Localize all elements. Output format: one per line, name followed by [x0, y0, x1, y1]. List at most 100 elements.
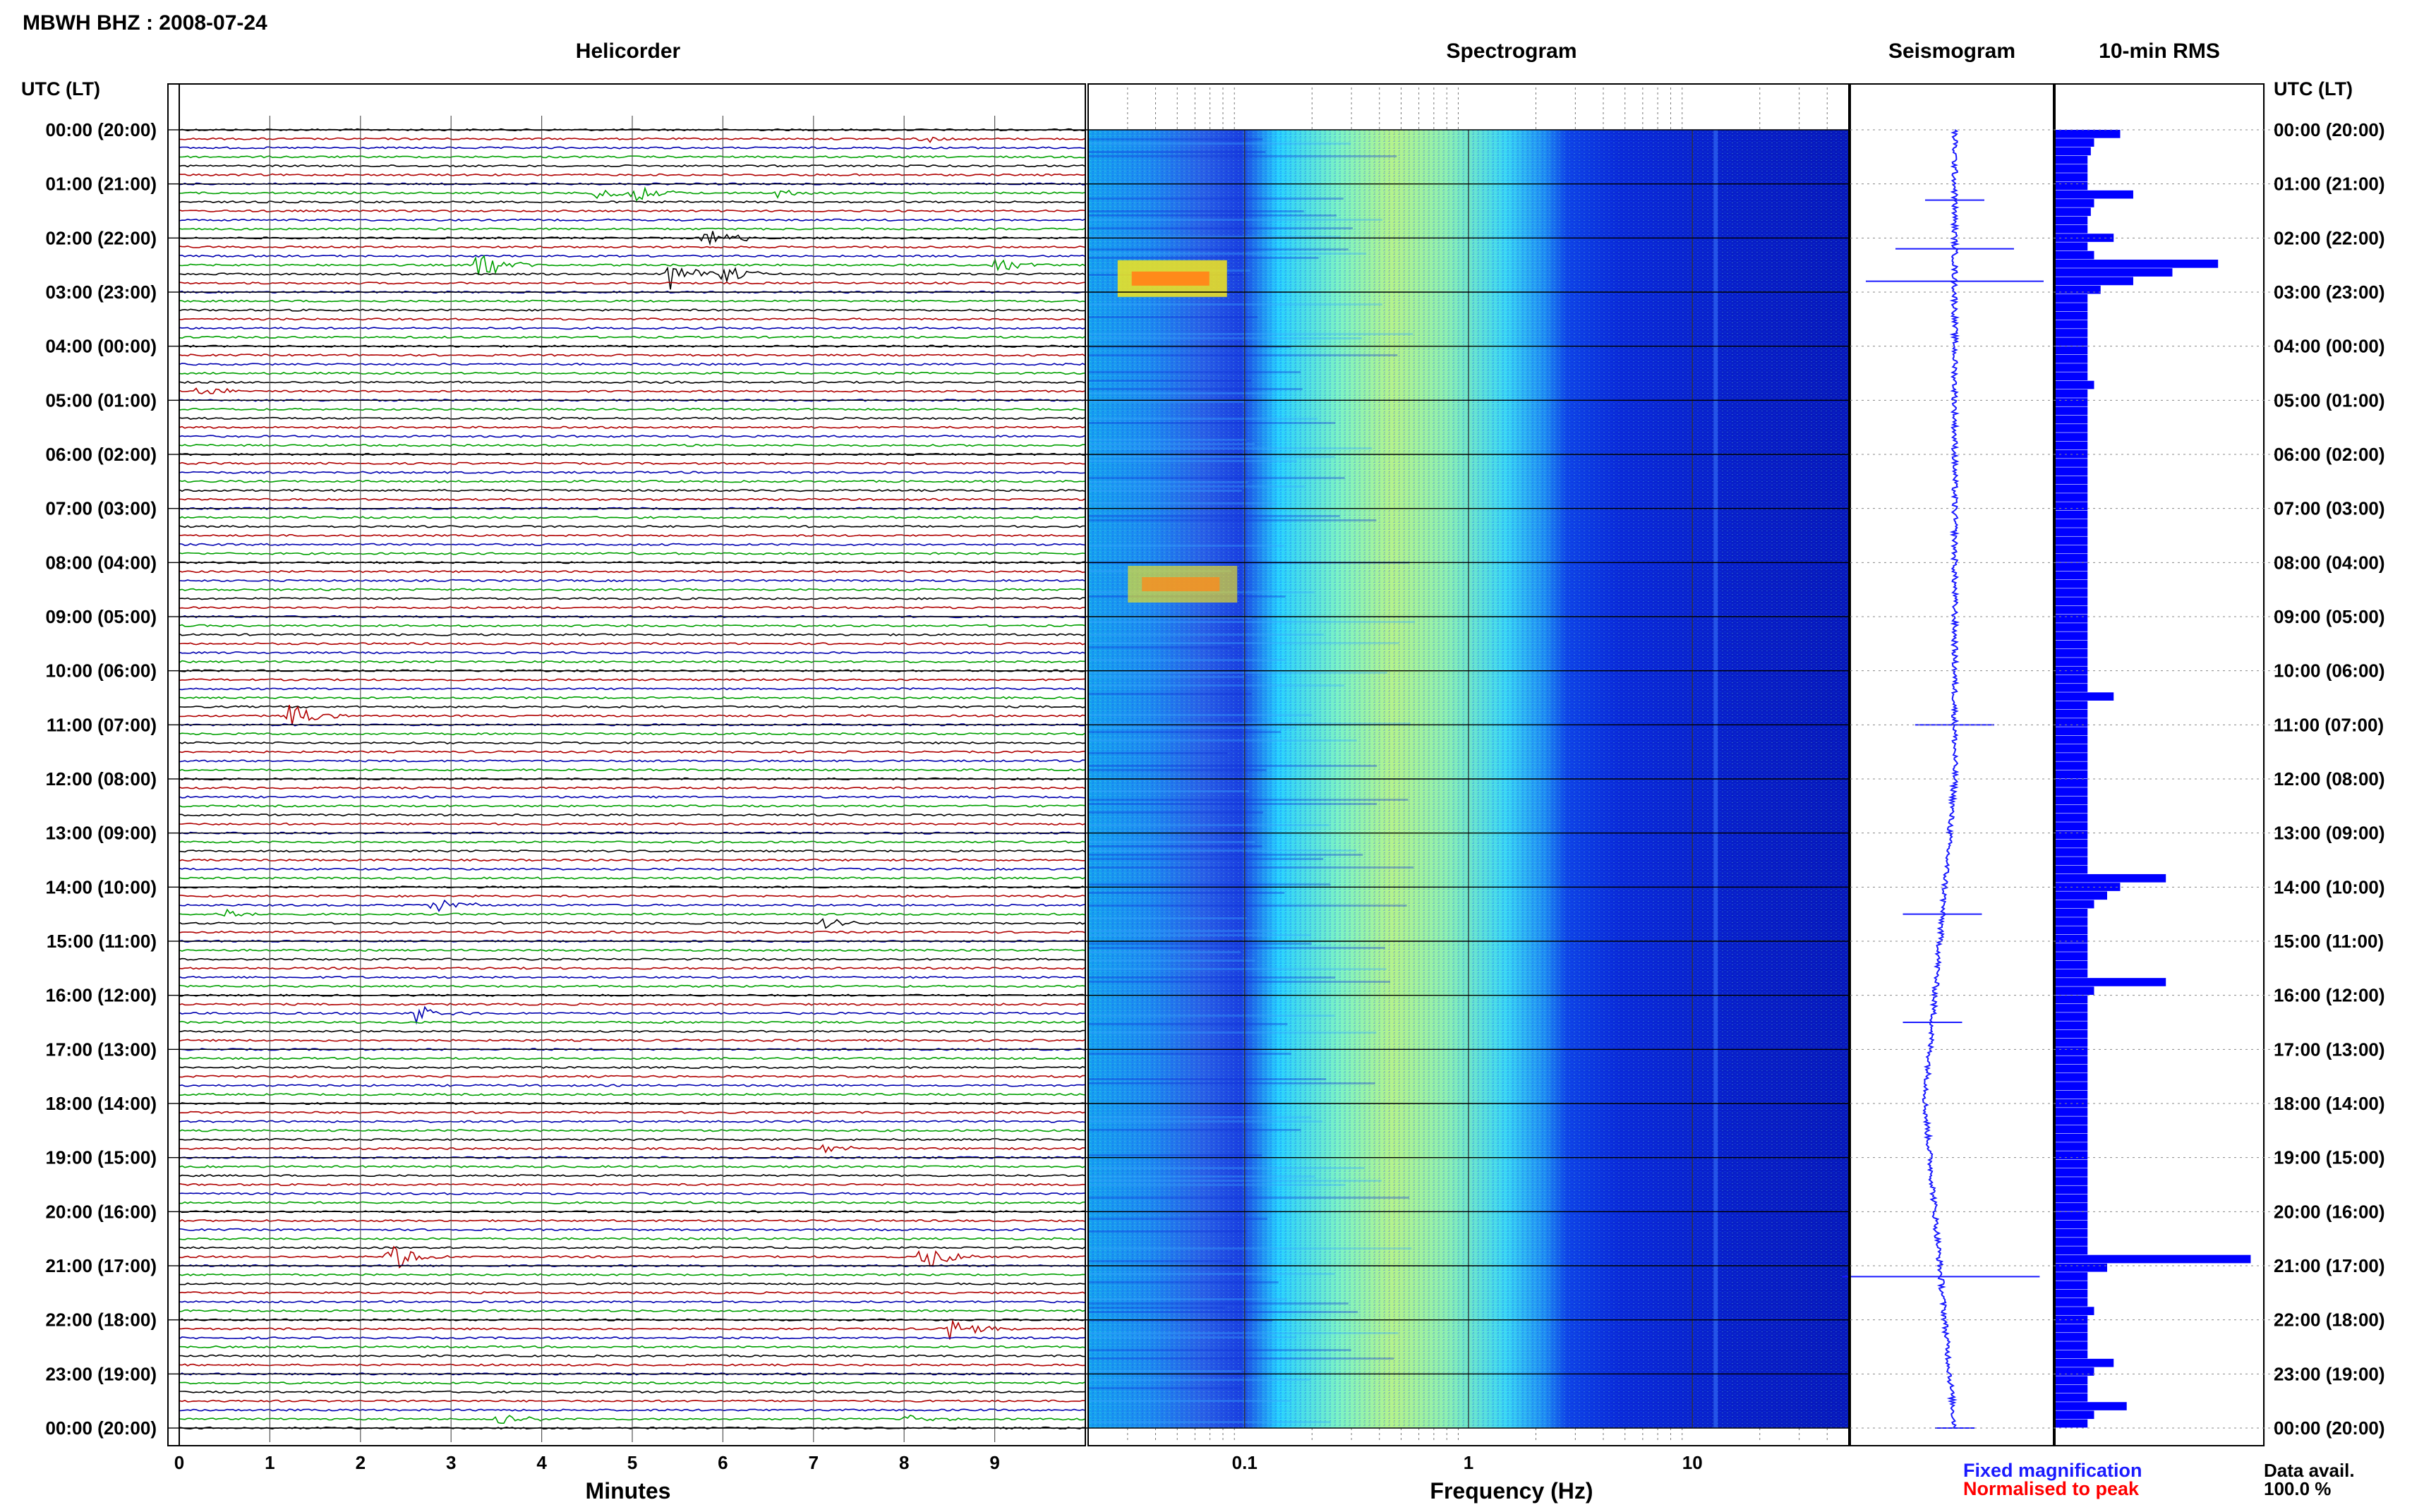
rms-bar: [2055, 718, 2087, 727]
spectrogram-stripe: [1088, 401, 1246, 403]
rms-bar: [2055, 684, 2087, 692]
rms-bar: [2055, 658, 2087, 666]
spectrogram-stripe: [1088, 676, 1245, 678]
spectrogram-stripe: [1088, 1078, 1326, 1080]
time-label-left: 12:00 (08:00): [45, 768, 157, 790]
spectrogram-stripe: [1088, 443, 1255, 445]
spectrogram-stripe: [1088, 1197, 1409, 1199]
spectrogram-stripe: [1088, 917, 1247, 919]
spectrogram-stripe: [1088, 1167, 1364, 1169]
time-label-right: 02:00 (22:00): [2274, 227, 2385, 248]
spectrogram-stripe: [1088, 1053, 1291, 1055]
rms-bar: [2055, 710, 2087, 718]
rms-bar: [2055, 996, 2087, 1004]
rms-bar: [2055, 485, 2087, 493]
rms-bar: [2055, 1420, 2087, 1428]
spectrogram-stripe: [1088, 824, 1329, 826]
spectrogram-stripe: [1088, 371, 1301, 373]
rms-bar: [2055, 1056, 2087, 1065]
spectrogram-stripe: [1088, 727, 1296, 729]
time-label-left: 15:00 (11:00): [47, 931, 157, 952]
rms-bar: [2055, 519, 2087, 528]
minute-tick-label: 6: [718, 1452, 728, 1473]
minute-tick-label: 0: [174, 1452, 184, 1473]
rms-bar: [2055, 1195, 2087, 1203]
rms-bar: [2055, 1134, 2087, 1142]
rms-bar: [2055, 1367, 2094, 1376]
minute-tick-label: 5: [627, 1452, 637, 1473]
spectrogram-stripe: [1088, 1175, 1315, 1178]
time-label-right: 22:00 (18:00): [2274, 1310, 2385, 1331]
rms-bar: [2055, 588, 2087, 597]
spectrogram-stripe: [1088, 1247, 1411, 1250]
spectrogram-stripe: [1088, 138, 1262, 140]
spectrogram-stripe: [1088, 739, 1357, 742]
spectrogram-stripe: [1088, 634, 1324, 636]
spectrogram-stripe: [1088, 621, 1415, 623]
spectrogram-stripe: [1088, 1332, 1398, 1334]
spectrogram-stripe: [1088, 1349, 1351, 1351]
rms-bar: [2055, 675, 2087, 684]
minute-tick-label: 7: [809, 1452, 819, 1473]
rms-bar: [2055, 1030, 2087, 1039]
spectrogram-stripe: [1088, 422, 1335, 424]
rms-bar: [2055, 130, 2120, 138]
spectrogram-stripe: [1088, 1307, 1225, 1309]
spectrogram-stripe: [1088, 519, 1376, 521]
rms-bar: [2055, 182, 2087, 190]
rms-bar: [2055, 199, 2094, 207]
time-label-left: 04:00 (00:00): [45, 336, 157, 357]
time-label-left: 06:00 (02:00): [45, 444, 157, 465]
rms-bar: [2055, 1410, 2094, 1419]
time-label-right: 15:00 (11:00): [2274, 931, 2384, 952]
rms-bar: [2055, 649, 2087, 658]
time-label-right: 23:00 (19:00): [2274, 1363, 2385, 1384]
time-label-left: 02:00 (22:00): [45, 227, 157, 248]
minute-tick-label: 2: [356, 1452, 366, 1473]
rms-bar: [2055, 961, 2087, 969]
rms-bar: [2055, 416, 2087, 424]
spectrogram-hotspot-core: [1142, 577, 1219, 591]
time-label-right: 11:00 (07:00): [2274, 714, 2384, 735]
minute-tick-label: 1: [265, 1452, 275, 1473]
spectrogram-stripe: [1088, 316, 1258, 318]
spectrogram-stripe: [1088, 502, 1277, 504]
spectrogram-stripe: [1088, 354, 1397, 356]
rms-bar: [2055, 138, 2094, 147]
spectrogram-stripe: [1088, 960, 1255, 962]
rms-bar: [2055, 909, 2087, 917]
spectrogram-stripe: [1088, 447, 1372, 449]
time-label-left: 19:00 (15:00): [45, 1147, 157, 1168]
spectrogram-stripe: [1088, 976, 1335, 979]
rms-bar: [2055, 1065, 2087, 1073]
rms-bar: [2055, 389, 2087, 398]
rms-bar: [2055, 1324, 2087, 1333]
spectrogram-stripe: [1088, 672, 1387, 674]
spectrogram-stripe: [1088, 151, 1265, 153]
rms-bar: [2055, 874, 2166, 883]
rms-bar: [2055, 562, 2087, 571]
rms-bar: [2055, 294, 2087, 303]
time-label-left: 08:00 (04:00): [45, 552, 157, 573]
spectrogram-stripe: [1088, 1260, 1232, 1262]
spectrogram-stripe: [1088, 253, 1366, 255]
spectrogram-stripe: [1088, 1023, 1287, 1025]
time-label-left: 10:00 (06:00): [45, 660, 157, 682]
rms-bar: [2055, 1021, 2087, 1029]
rms-bar: [2055, 770, 2087, 779]
rms-bar: [2055, 190, 2133, 199]
rms-bar: [2055, 580, 2087, 588]
time-label-left: 16:00 (12:00): [45, 985, 157, 1006]
spectrogram-stripe: [1088, 803, 1377, 805]
spectrogram-stripe: [1088, 731, 1281, 733]
rms-bar: [2055, 779, 2087, 787]
time-label-right: 18:00 (14:00): [2274, 1093, 2385, 1114]
time-label-left: 18:00 (14:00): [45, 1093, 157, 1114]
spectrogram-stripe: [1088, 1230, 1246, 1233]
spectrogram-stripe: [1088, 1129, 1301, 1131]
right-axis-header: UTC (LT): [2274, 78, 2353, 99]
spectrogram-stripe: [1088, 1015, 1334, 1017]
rms-bar: [2055, 900, 2094, 909]
spectrogram-stripe: [1088, 1400, 1291, 1402]
